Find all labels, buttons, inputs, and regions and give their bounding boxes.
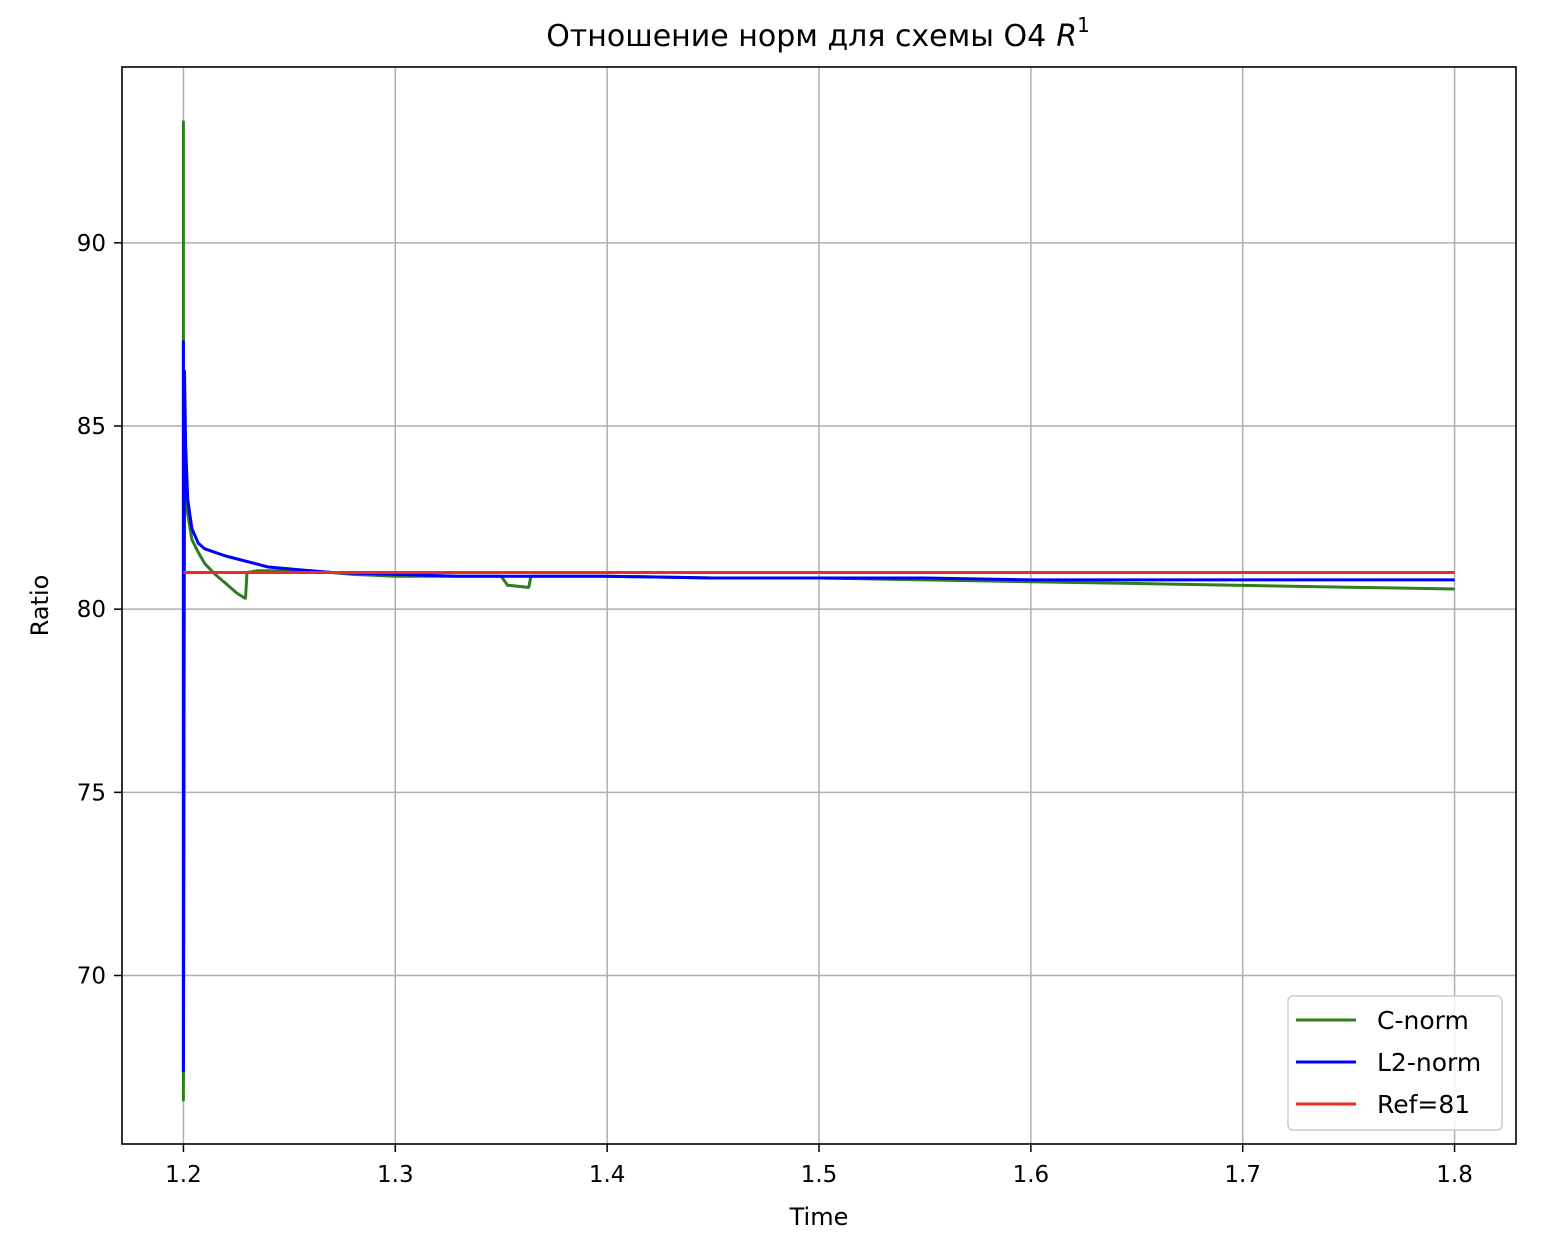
y-tick-label: 85: [77, 414, 106, 440]
chart-title-superscript: 1: [1077, 13, 1090, 37]
y-tick-label: 90: [77, 231, 106, 257]
x-tick-label: 1.4: [589, 1162, 626, 1188]
x-tick-label: 1.3: [377, 1162, 414, 1188]
x-tick-label: 1.5: [801, 1162, 838, 1188]
legend-label-ref-81: Ref=81: [1377, 1090, 1470, 1119]
grid: [122, 67, 1516, 1144]
y-tick-label: 80: [77, 597, 106, 623]
x-tick-label: 1.8: [1436, 1162, 1473, 1188]
legend-box: [1287, 995, 1503, 1131]
chart-title: Отношение норм для схемы O4 R1: [546, 13, 1090, 54]
x-axis-label: Time: [789, 1203, 849, 1231]
chart-title-math: R: [1056, 19, 1077, 54]
legend-label-c-norm: C-norm: [1377, 1006, 1469, 1035]
x-tick-label: 1.6: [1013, 1162, 1050, 1188]
y-axis-label: Ratio: [26, 575, 54, 637]
x-tick-label: 1.2: [165, 1162, 202, 1188]
legend-label-l2-norm: L2-norm: [1377, 1048, 1481, 1077]
y-tick-label: 75: [77, 780, 106, 806]
plot-lines: [181, 120, 1455, 1102]
x-tick-label: 1.7: [1224, 1162, 1261, 1188]
chart-title-text: Отношение норм для схемы O4: [546, 19, 1046, 54]
series-line-l2-norm: [181, 340, 1455, 1073]
y-tick-label: 70: [77, 963, 106, 989]
legend: C-norm L2-norm Ref=81: [1287, 995, 1503, 1131]
axis-ticks: 1.2 1.3 1.4 1.5 1.6 1.7 1.8 70 75 80 85 90: [77, 231, 1473, 1188]
